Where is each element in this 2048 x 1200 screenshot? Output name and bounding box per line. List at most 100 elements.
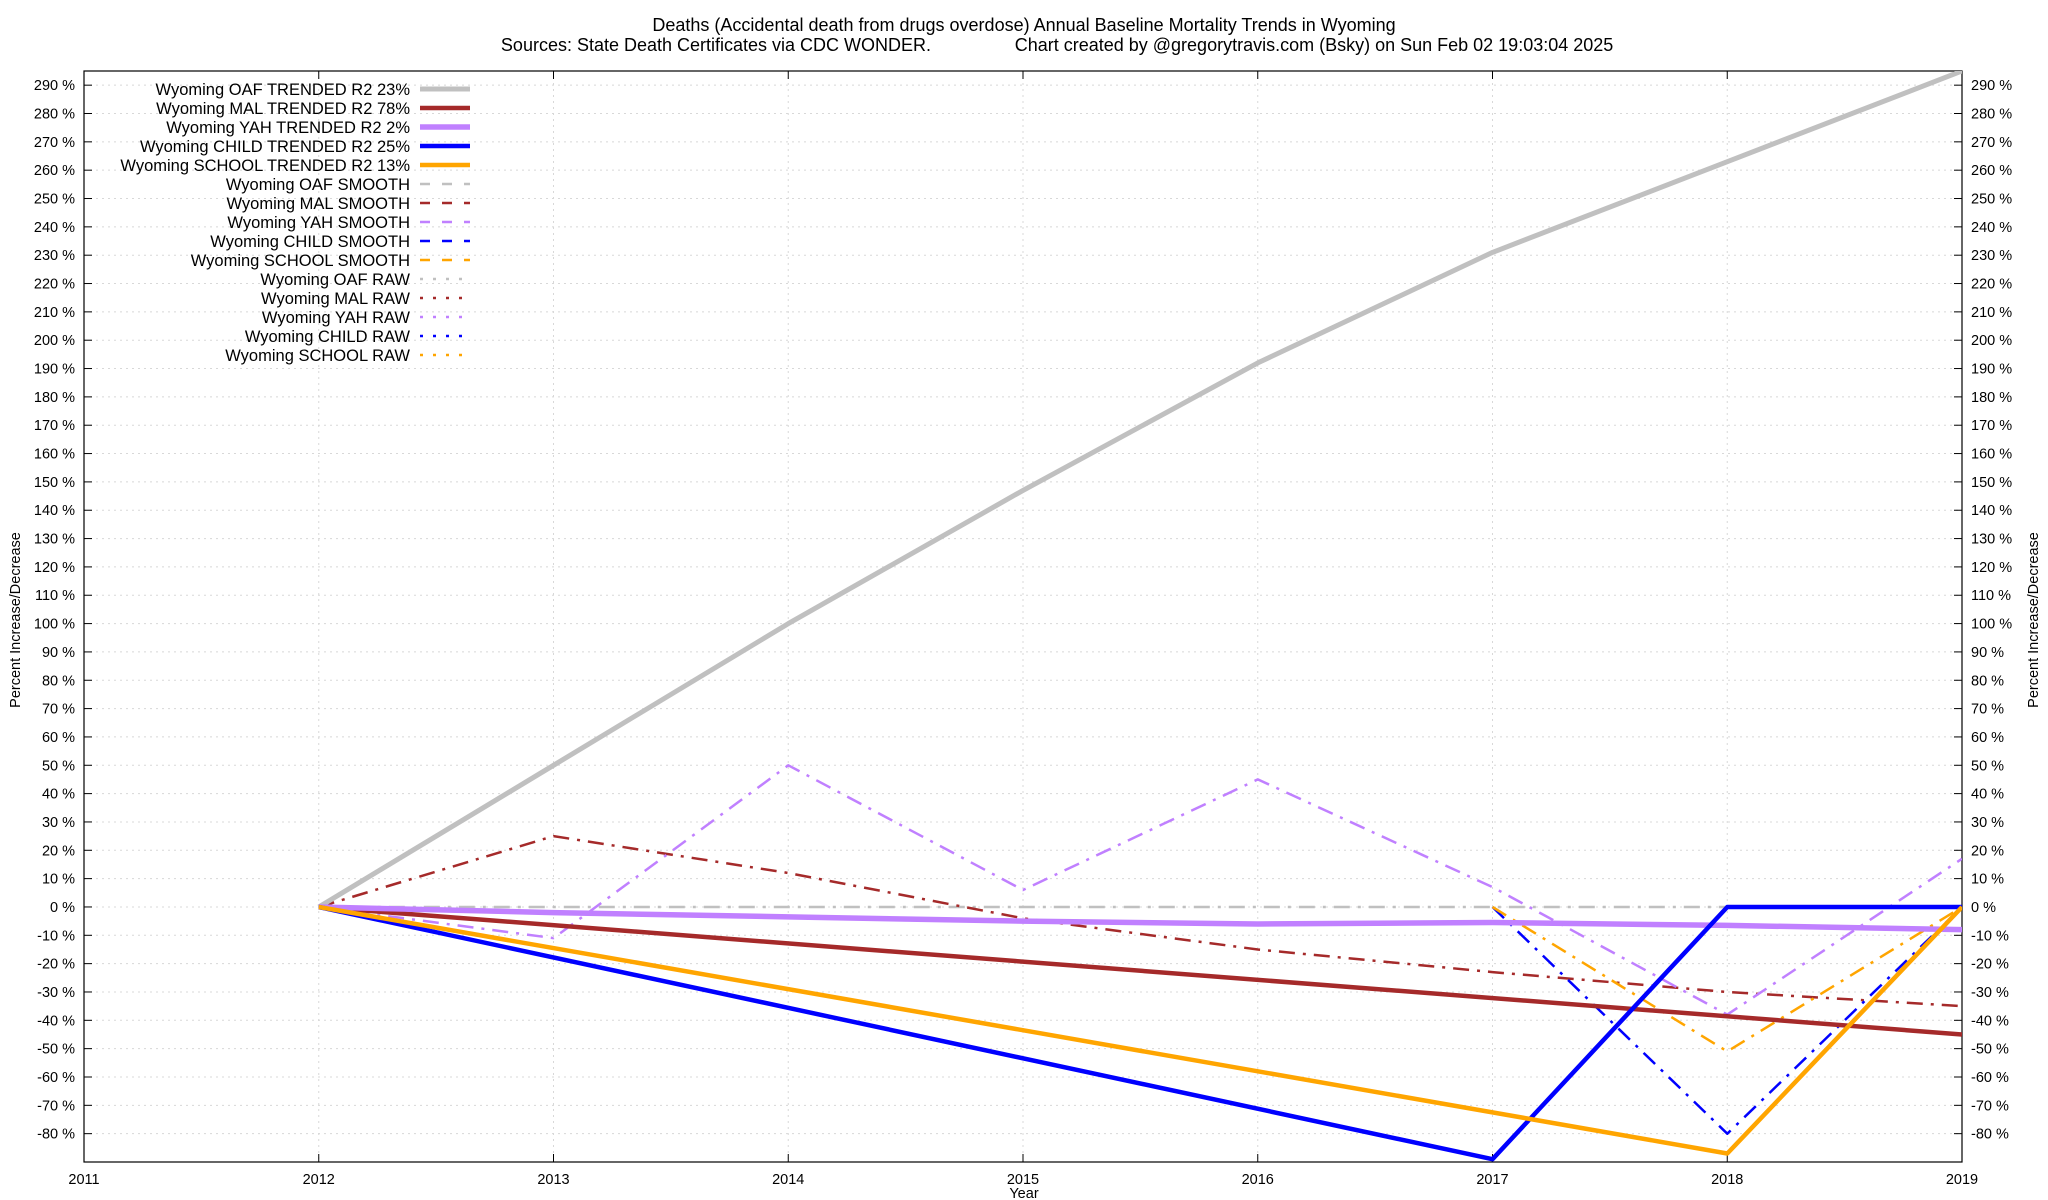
y-tick-label-right: -40 % <box>1971 1013 2009 1029</box>
legend-label-9: Wyoming SCHOOL SMOOTH <box>191 252 410 270</box>
y-axis-label-left: Percent Increase/Decrease <box>8 532 24 708</box>
series-layer <box>317 71 1962 1162</box>
y-tick-label-right: 210 % <box>1971 305 2012 321</box>
y-tick-label-left: 40 % <box>42 787 75 803</box>
chart-subtitle-left: Sources: State Death Certificates via CD… <box>501 35 931 55</box>
y-tick-label-right: 0 % <box>1971 900 1996 916</box>
y-tick-label-right: 40 % <box>1971 787 2004 803</box>
y-tick-label-right: 150 % <box>1971 475 2012 491</box>
legend: Wyoming OAF TRENDED R2 23%Wyoming MAL TR… <box>120 81 470 365</box>
y-tick-label-left: -70 % <box>37 1098 75 1114</box>
legend-label-14: Wyoming SCHOOL RAW <box>225 347 410 365</box>
y-tick-label-left: 270 % <box>34 135 75 151</box>
y-tick-label-right: 70 % <box>1971 702 2004 718</box>
y-tick-label-left: 280 % <box>34 107 75 123</box>
y-tick-label-left: 230 % <box>34 248 75 264</box>
legend-label-1: Wyoming MAL TRENDED R2 78% <box>156 100 410 118</box>
y-tick-label-left: -60 % <box>37 1070 75 1086</box>
y-tick-label-left: 10 % <box>42 872 75 888</box>
y-tick-label-left: -30 % <box>37 985 75 1001</box>
y-tick-label-right: 160 % <box>1971 447 2012 463</box>
y-tick-label-left: 100 % <box>34 617 75 633</box>
y-tick-label-right: 10 % <box>1971 872 2004 888</box>
legend-label-4: Wyoming SCHOOL TRENDED R2 13% <box>120 157 410 175</box>
y-tick-label-left: -20 % <box>37 957 75 973</box>
y-tick-label-right: 20 % <box>1971 843 2004 859</box>
series-line-0 <box>317 71 1962 910</box>
legend-label-13: Wyoming CHILD RAW <box>245 328 411 346</box>
y-tick-label-left: 80 % <box>42 673 75 689</box>
chart-subtitle-right: Chart created by @gregorytravis.com (Bsk… <box>1015 35 1614 55</box>
x-tick-label: 2011 <box>68 1172 99 1188</box>
y-tick-label-left: 160 % <box>34 447 75 463</box>
series-line-8 <box>1491 906 1962 1135</box>
y-tick-label-left: 30 % <box>42 815 75 831</box>
y-tick-label-right: -50 % <box>1971 1042 2009 1058</box>
y-tick-label-right: -70 % <box>1971 1098 2009 1114</box>
y-tick-label-left: 110 % <box>35 588 75 604</box>
y-tick-label-right: 120 % <box>1971 560 2012 576</box>
legend-label-2: Wyoming YAH TRENDED R2 2% <box>166 119 410 137</box>
y-tick-label-left: 170 % <box>34 418 75 434</box>
y-tick-label-right: 290 % <box>1971 78 2012 94</box>
y-tick-label-right: -20 % <box>1971 957 2009 973</box>
series-line-2 <box>318 904 1962 933</box>
x-tick-label: 2013 <box>537 1172 569 1188</box>
x-tick-label: 2017 <box>1476 1172 1508 1188</box>
y-tick-label-right: 240 % <box>1971 220 2012 236</box>
y-tick-label-left: 20 % <box>42 843 75 859</box>
y-tick-label-right: 80 % <box>1971 673 2004 689</box>
y-tick-label-right: 260 % <box>1971 163 2012 179</box>
y-tick-label-left: 240 % <box>34 220 75 236</box>
y-tick-label-left: 90 % <box>42 645 75 661</box>
y-tick-label-left: -10 % <box>37 928 75 944</box>
y-tick-label-left: 290 % <box>34 78 75 94</box>
y-tick-label-left: -50 % <box>37 1042 75 1058</box>
y-tick-label-right: 270 % <box>1971 135 2012 151</box>
y-axis-left: 290 % 280 % 270 % 260 % 250 % 240 % 230 % 220 %… <box>34 78 92 1143</box>
y-tick-label-left: 60 % <box>42 730 75 746</box>
y-tick-label-right: 230 % <box>1971 248 2012 264</box>
y-tick-label-right: 30 % <box>1971 815 2004 831</box>
y-tick-label-left: 260 % <box>34 163 75 179</box>
y-tick-label-right: 140 % <box>1971 503 2012 519</box>
y-tick-label-left: -40 % <box>37 1013 75 1029</box>
y-tick-label-right: 110 % <box>1971 588 2011 604</box>
y-tick-label-right: 100 % <box>1971 617 2012 633</box>
legend-label-11: Wyoming MAL RAW <box>261 290 410 308</box>
y-tick-label-left: 210 % <box>34 305 75 321</box>
y-tick-label-right: 130 % <box>1971 532 2012 548</box>
series-line-7 <box>318 764 1962 1016</box>
y-tick-label-left: 70 % <box>42 702 75 718</box>
legend-label-8: Wyoming CHILD SMOOTH <box>210 233 410 251</box>
y-tick-label-left: 180 % <box>34 390 75 406</box>
legend-label-10: Wyoming OAF RAW <box>260 271 410 289</box>
y-tick-label-left: 0 % <box>50 900 75 916</box>
y-axis-right: 290 % 280 % 270 % 260 % 250 % 240 % 230 % 220 %… <box>1954 78 2012 1143</box>
legend-label-12: Wyoming YAH RAW <box>262 309 410 327</box>
series-line-1 <box>318 904 1962 1037</box>
series-line-4 <box>318 904 1962 1156</box>
y-tick-label-left: -80 % <box>37 1127 75 1143</box>
legend-label-7: Wyoming YAH SMOOTH <box>227 214 410 232</box>
series-line-6 <box>318 834 1962 1008</box>
x-tick-label: 2019 <box>1946 1172 1978 1188</box>
y-tick-label-right: -30 % <box>1971 985 2009 1001</box>
x-tick-label: 2014 <box>772 1172 804 1188</box>
y-tick-label-left: 190 % <box>34 362 75 378</box>
series-line-3 <box>318 904 1962 1162</box>
y-tick-label-right: 200 % <box>1971 333 2012 349</box>
y-tick-label-right: 250 % <box>1971 192 2012 208</box>
y-tick-label-right: 180 % <box>1971 390 2012 406</box>
y-tick-label-left: 220 % <box>34 277 75 293</box>
y-tick-label-right: -10 % <box>1971 928 2009 944</box>
y-tick-label-left: 150 % <box>34 475 75 491</box>
y-axis-label-right: Percent Increase/Decrease <box>2026 532 2042 708</box>
series-line-9 <box>1491 905 1962 1053</box>
x-tick-label: 2015 <box>1007 1172 1039 1188</box>
y-tick-label-right: -60 % <box>1971 1070 2009 1086</box>
chart-title: Deaths (Accidental death from drugs over… <box>652 15 1395 35</box>
y-tick-label-right: 170 % <box>1971 418 2012 434</box>
y-tick-label-right: 50 % <box>1971 758 2004 774</box>
legend-label-6: Wyoming MAL SMOOTH <box>226 195 410 213</box>
